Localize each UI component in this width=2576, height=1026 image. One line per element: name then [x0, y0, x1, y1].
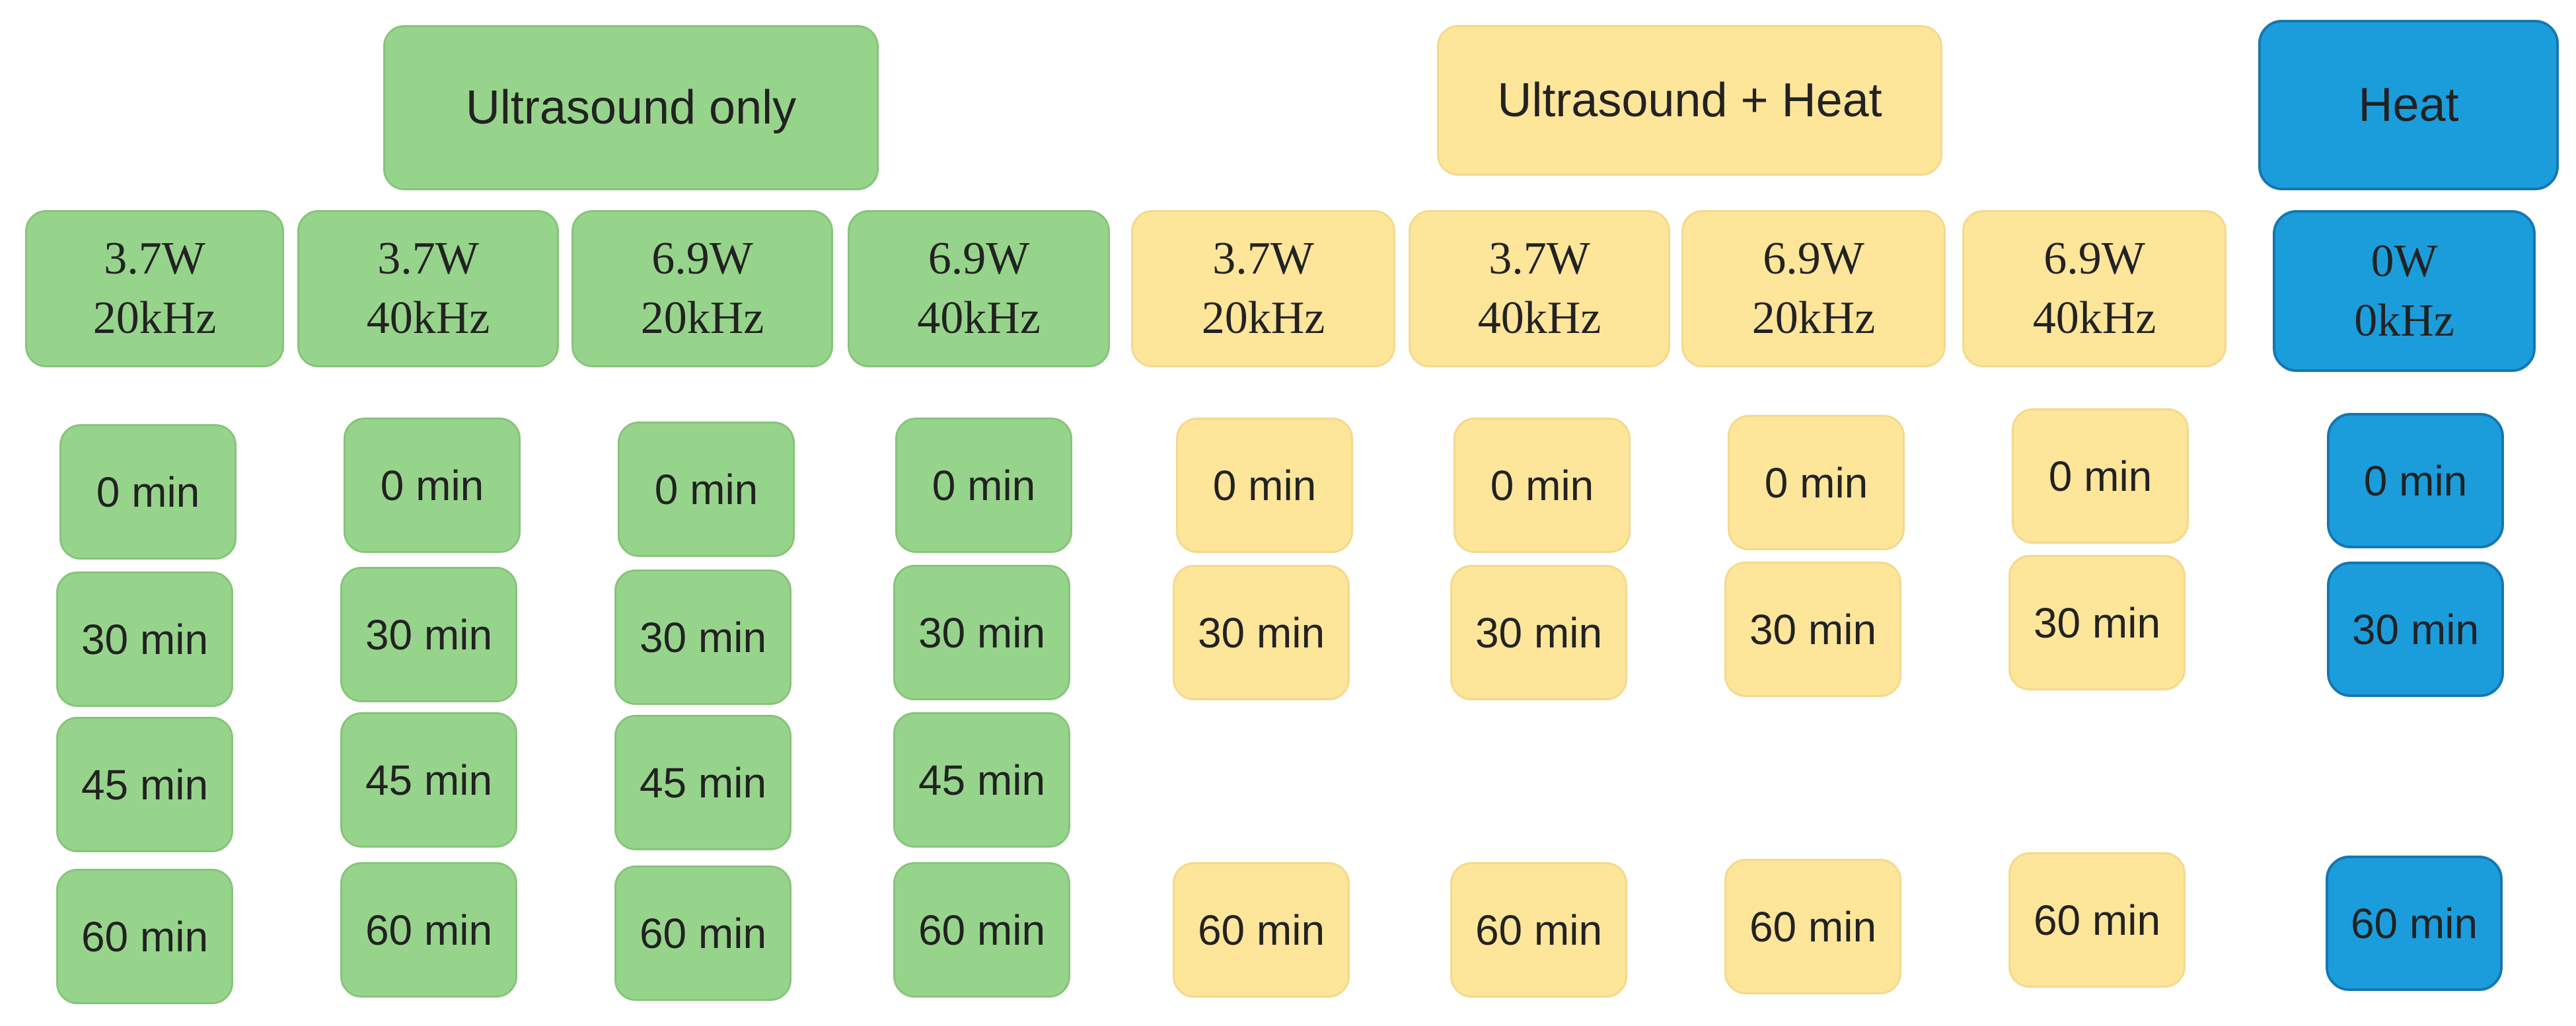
- frequency-label: 40kHz: [366, 293, 490, 344]
- condition-box: 6.9W 40kHz: [848, 210, 1110, 367]
- frequency-label: 20kHz: [92, 293, 217, 344]
- time-box: 45 min: [56, 717, 233, 852]
- time-box: 0 min: [895, 418, 1072, 553]
- condition-box: 6.9W 20kHz: [571, 210, 833, 367]
- time-box: 0 min: [1728, 415, 1905, 550]
- power-label: 3.7W: [1212, 233, 1314, 284]
- time-box: 45 min: [340, 712, 517, 848]
- condition-box: 6.9W 40kHz: [1962, 210, 2226, 367]
- frequency-label: 40kHz: [2032, 293, 2156, 344]
- frequency-label: 0kHz: [2354, 295, 2454, 346]
- time-box: 0 min: [1176, 418, 1353, 553]
- power-label: 3.7W: [377, 233, 479, 284]
- power-label: 6.9W: [1763, 233, 1864, 284]
- time-box: 0 min: [2012, 408, 2189, 544]
- time-box: 60 min: [1173, 862, 1350, 998]
- frequency-label: 40kHz: [1477, 293, 1601, 344]
- group-header-heat: Heat: [2258, 20, 2559, 190]
- time-box: 30 min: [1724, 562, 1901, 697]
- time-box: 0 min: [618, 421, 795, 557]
- condition-box: 3.7W 20kHz: [25, 210, 284, 367]
- time-box: 30 min: [1173, 565, 1350, 700]
- time-box: 0 min: [59, 424, 237, 560]
- condition-box: 6.9W 20kHz: [1681, 210, 1946, 367]
- time-box: 30 min: [1450, 565, 1627, 700]
- time-box: 30 min: [56, 571, 233, 707]
- frequency-label: 20kHz: [640, 293, 764, 344]
- time-box: 60 min: [2326, 856, 2503, 991]
- time-box: 0 min: [344, 418, 521, 553]
- time-box: 30 min: [2008, 555, 2186, 690]
- time-box: 60 min: [56, 869, 233, 1004]
- group-header-ultrasound-only: Ultrasound only: [383, 25, 879, 190]
- time-box: 30 min: [2327, 562, 2504, 697]
- group-header-ultrasound-heat: Ultrasound + Heat: [1437, 25, 1942, 176]
- frequency-label: 20kHz: [1751, 293, 1876, 344]
- time-box: 30 min: [893, 565, 1070, 700]
- time-box: 60 min: [893, 862, 1070, 998]
- time-box: 60 min: [1724, 859, 1901, 994]
- time-box: 0 min: [2327, 413, 2504, 548]
- time-box: 60 min: [1450, 862, 1627, 998]
- time-box: 30 min: [340, 567, 517, 702]
- time-box: 60 min: [340, 862, 517, 998]
- time-box: 60 min: [614, 865, 791, 1001]
- condition-box: 3.7W 20kHz: [1131, 210, 1395, 367]
- time-box: 45 min: [614, 715, 791, 850]
- time-box: 0 min: [1454, 418, 1631, 553]
- time-box: 30 min: [614, 569, 791, 705]
- time-box: 45 min: [893, 712, 1070, 848]
- frequency-label: 40kHz: [917, 293, 1041, 344]
- time-box: 60 min: [2008, 852, 2186, 988]
- power-label: 3.7W: [104, 233, 205, 284]
- power-label: 6.9W: [651, 233, 753, 284]
- power-label: 6.9W: [928, 233, 1030, 284]
- power-label: 6.9W: [2043, 233, 2145, 284]
- condition-box: 0W 0kHz: [2273, 210, 2536, 372]
- condition-box: 3.7W 40kHz: [297, 210, 559, 367]
- power-label: 3.7W: [1489, 233, 1590, 284]
- condition-box: 3.7W 40kHz: [1409, 210, 1670, 367]
- power-label: 0W: [2371, 235, 2438, 287]
- frequency-label: 20kHz: [1201, 293, 1325, 344]
